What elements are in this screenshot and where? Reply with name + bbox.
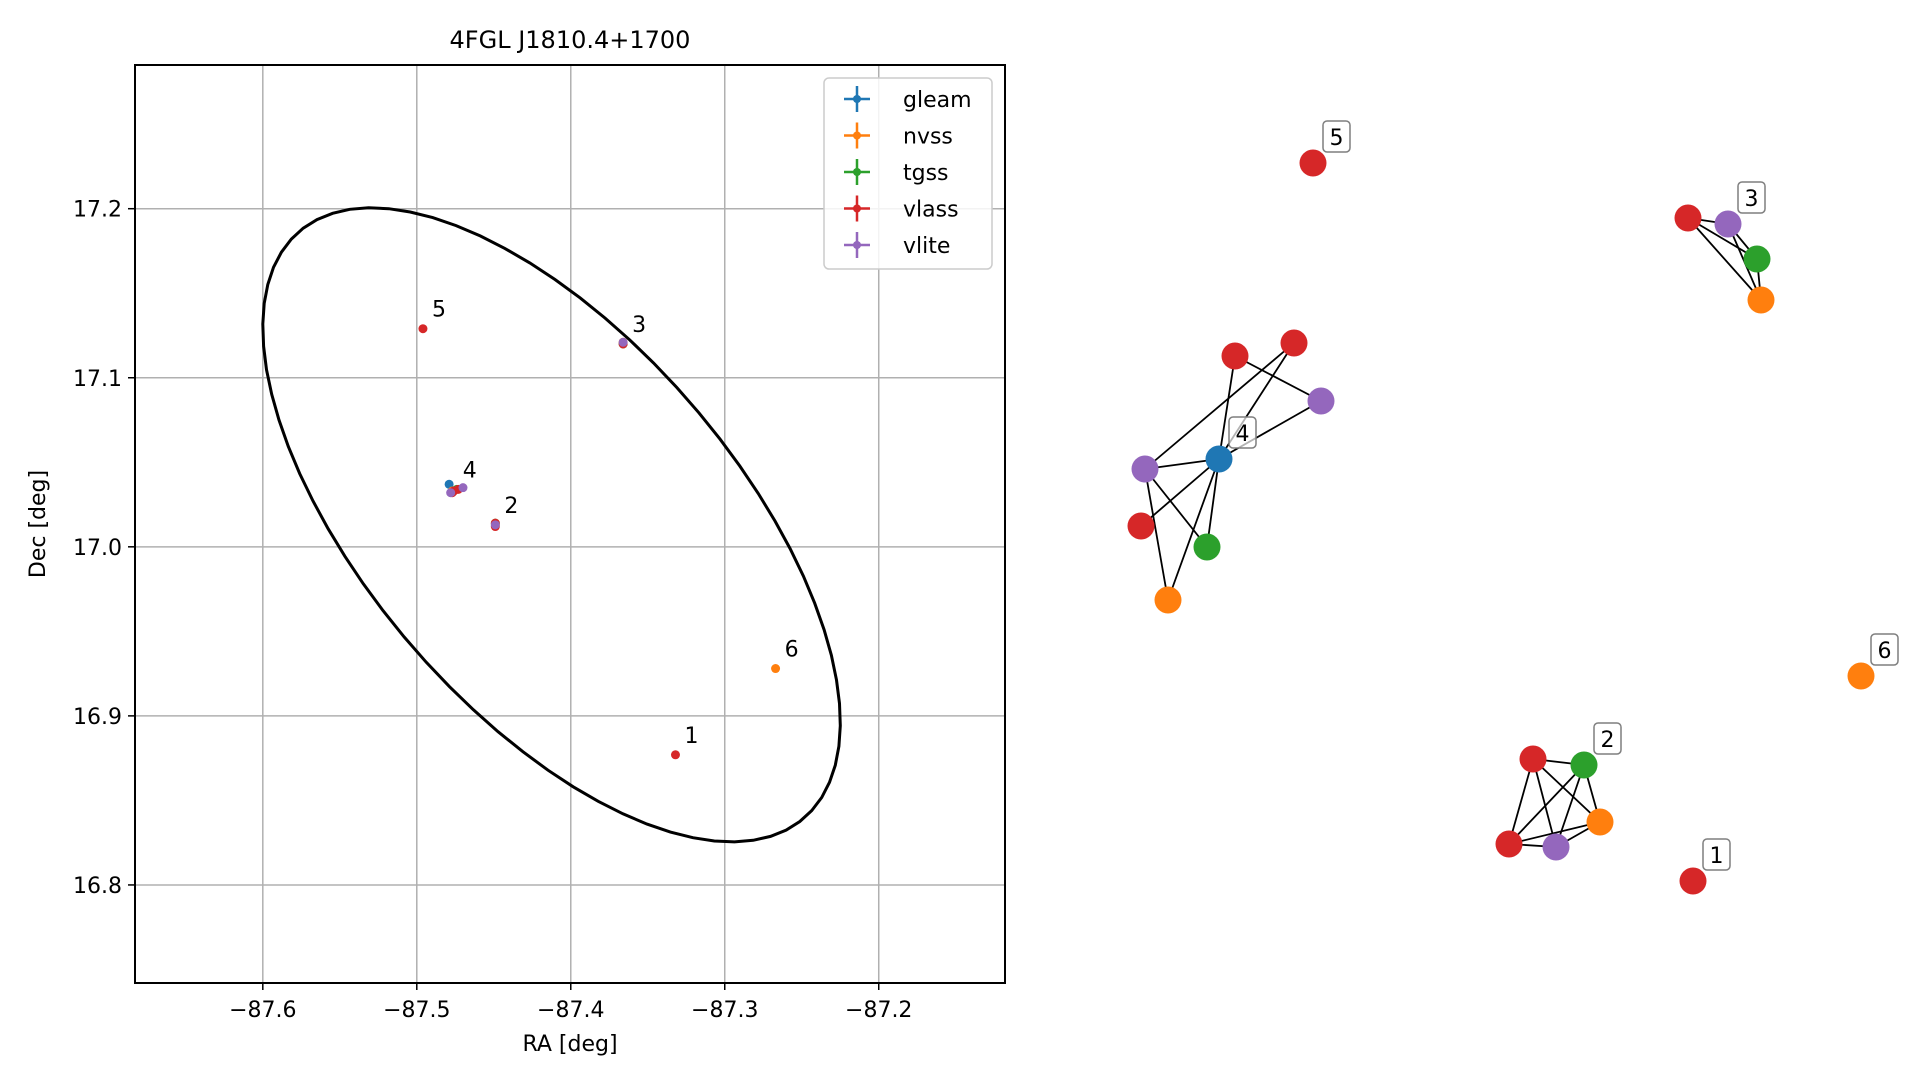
data-point-vlite (618, 337, 628, 347)
network-edge (1218, 355, 1236, 460)
network-node-label: 1 (1710, 844, 1724, 869)
legend: gleam nvss tgss vlass vlite (823, 77, 993, 270)
data-point-vlite (446, 488, 456, 498)
legend-marker (853, 204, 861, 213)
network-label-box (1737, 181, 1766, 214)
data-point-gleam (444, 479, 454, 489)
network-node-vlass (1495, 830, 1523, 858)
network-node-vlite (1714, 210, 1742, 238)
network-node-nvss (1847, 662, 1875, 690)
legend-marker (853, 131, 861, 140)
network-edge (1508, 821, 1601, 845)
y-tick-label: 17.2 (73, 198, 122, 223)
data-point-vlass (670, 750, 680, 760)
network-node-tgss (1743, 245, 1771, 273)
network-edge (1218, 400, 1322, 460)
annotation-label: 3 (632, 313, 646, 338)
network-node-vlite (1542, 833, 1570, 861)
data-point-vlite (490, 520, 500, 530)
network-label-box (1322, 120, 1351, 153)
network-label-box (1228, 416, 1257, 449)
network-edge (1532, 758, 1557, 848)
y-tick-label: 16.8 (73, 874, 122, 899)
network-node-label: 2 (1601, 728, 1615, 753)
x-tick-label: −87.6 (229, 998, 296, 1023)
network-node-nvss (1586, 808, 1614, 836)
x-tick-label: −87.3 (691, 998, 758, 1023)
network-edge (1144, 342, 1295, 470)
data-point-vlite (458, 483, 468, 493)
network-node-tgss (1570, 751, 1598, 779)
legend-marker (853, 95, 861, 103)
network-node-tgss (1193, 533, 1221, 561)
network-label-box (1870, 633, 1899, 666)
x-tick-label: −87.2 (845, 998, 912, 1023)
data-point-nvss (771, 664, 781, 674)
network-node-vlass (1519, 745, 1547, 773)
network-node-label: 3 (1745, 187, 1759, 212)
legend-entry: tgss (903, 161, 949, 186)
network-edge (1555, 764, 1585, 848)
network-node-vlass (1674, 204, 1702, 232)
network-edge (1144, 468, 1208, 548)
network-edge (1508, 764, 1585, 845)
annotation-label: 4 (463, 458, 477, 483)
x-axis-label: RA [deg] (522, 1032, 617, 1057)
legend-entry: vlite (903, 234, 950, 259)
annotation-label: 2 (504, 494, 518, 519)
y-axis-label: Dec [deg] (26, 470, 51, 578)
network-edge (1532, 758, 1601, 823)
plot-frame (134, 64, 1006, 984)
annotation-label: 6 (785, 638, 799, 663)
source-annotations: 1 2 3 4 5 6 (432, 298, 799, 749)
network-edge (1687, 217, 1762, 301)
x-tick-label: −87.4 (537, 998, 604, 1023)
network-node-nvss (1747, 286, 1775, 314)
y-tick-label: 17.0 (73, 536, 122, 561)
legend-entry: gleam (903, 88, 972, 113)
network-edge (1206, 458, 1220, 548)
network-node-label: 6 (1878, 639, 1892, 664)
y-tick-label: 17.1 (73, 367, 122, 392)
network-node-label: 5 (1330, 126, 1344, 151)
network-nodes (1127, 149, 1875, 895)
x-axis-ticks: −87.6 −87.5 −87.4 −87.3 −87.2 (229, 983, 912, 1023)
legend-box (823, 77, 993, 270)
legend-entry: nvss (903, 125, 953, 150)
data-points (418, 324, 781, 760)
network-label-box (1702, 838, 1731, 871)
network-edge (1140, 458, 1220, 527)
network-edge (1508, 758, 1534, 845)
legend-marker (853, 168, 861, 176)
network-node-nvss (1154, 586, 1182, 614)
legend-entry: vlass (903, 198, 959, 223)
network-node-gleam (1205, 445, 1233, 473)
network-node-vlite (1307, 387, 1335, 415)
network-node-vlass (1280, 329, 1308, 357)
annotation-label: 1 (684, 724, 698, 749)
network-graph: 4 5 3 6 2 1 (1127, 120, 1899, 895)
network-edge (1144, 468, 1169, 601)
y-tick-label: 16.9 (73, 705, 122, 730)
uncertainty-ellipse (261, 206, 842, 844)
network-edge (1234, 355, 1322, 402)
network-node-vlass (1127, 512, 1155, 540)
annotation-label: 5 (432, 298, 446, 323)
network-node-vlass (1679, 867, 1707, 895)
scatter-chart: 4FGL J1810.4+1700 1 2 3 4 5 6 −87.6 −87.5 −87.4… (26, 26, 1006, 1057)
network-label-box (1593, 722, 1622, 755)
chart-title: 4FGL J1810.4+1700 (450, 26, 691, 54)
y-axis-ticks: 16.8 16.9 17.0 17.1 17.2 (73, 198, 135, 899)
network-node-vlass (1299, 149, 1327, 177)
x-tick-label: −87.5 (383, 998, 450, 1023)
network-node-label: 4 (1236, 422, 1250, 447)
network-node-vlass (1221, 342, 1249, 370)
network-node-vlite (1131, 455, 1159, 483)
network-labels: 4 5 3 6 2 1 (1228, 120, 1899, 871)
legend-marker (853, 241, 861, 249)
data-point-vlass (418, 324, 428, 334)
